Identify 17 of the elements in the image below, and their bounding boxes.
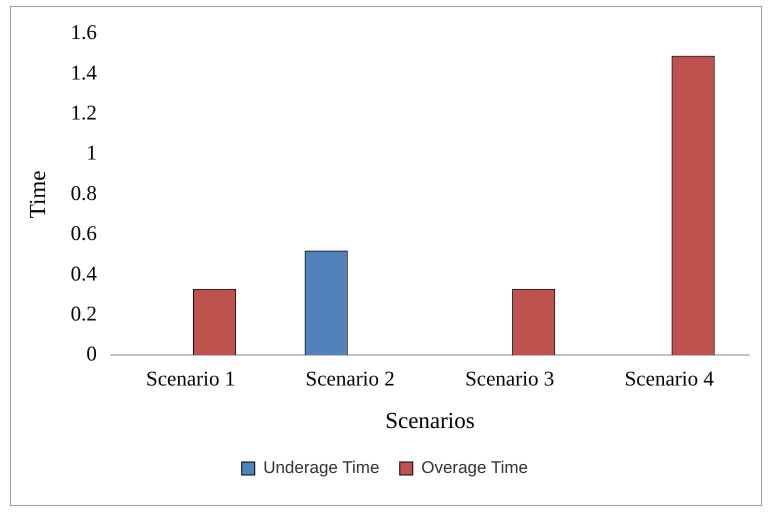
y-tick-label: 1 [86,140,97,165]
legend-label: Overage Time [421,458,528,478]
legend-label: Underage Time [263,458,380,478]
y-tick-label: 0.6 [70,221,97,246]
y-tick-label: 1.6 [70,20,97,44]
x-tick-label: Scenario 4 [624,366,714,390]
y-tick-label: 1.2 [70,100,97,125]
y-tick-label: 1.4 [70,60,98,84]
y-axis-title: Time [24,170,50,218]
y-tick-label: 0.8 [70,180,97,205]
x-tick-label: Scenario 2 [306,366,395,390]
y-tick-label: 0 [86,342,97,366]
x-tick-label: Scenario 1 [146,366,236,390]
x-axis-title: Scenarios [385,408,475,434]
y-tick-label: 0.2 [70,302,97,326]
x-tick-label: Scenario 3 [465,366,554,390]
y-tick-label: 0.4 [70,261,98,286]
